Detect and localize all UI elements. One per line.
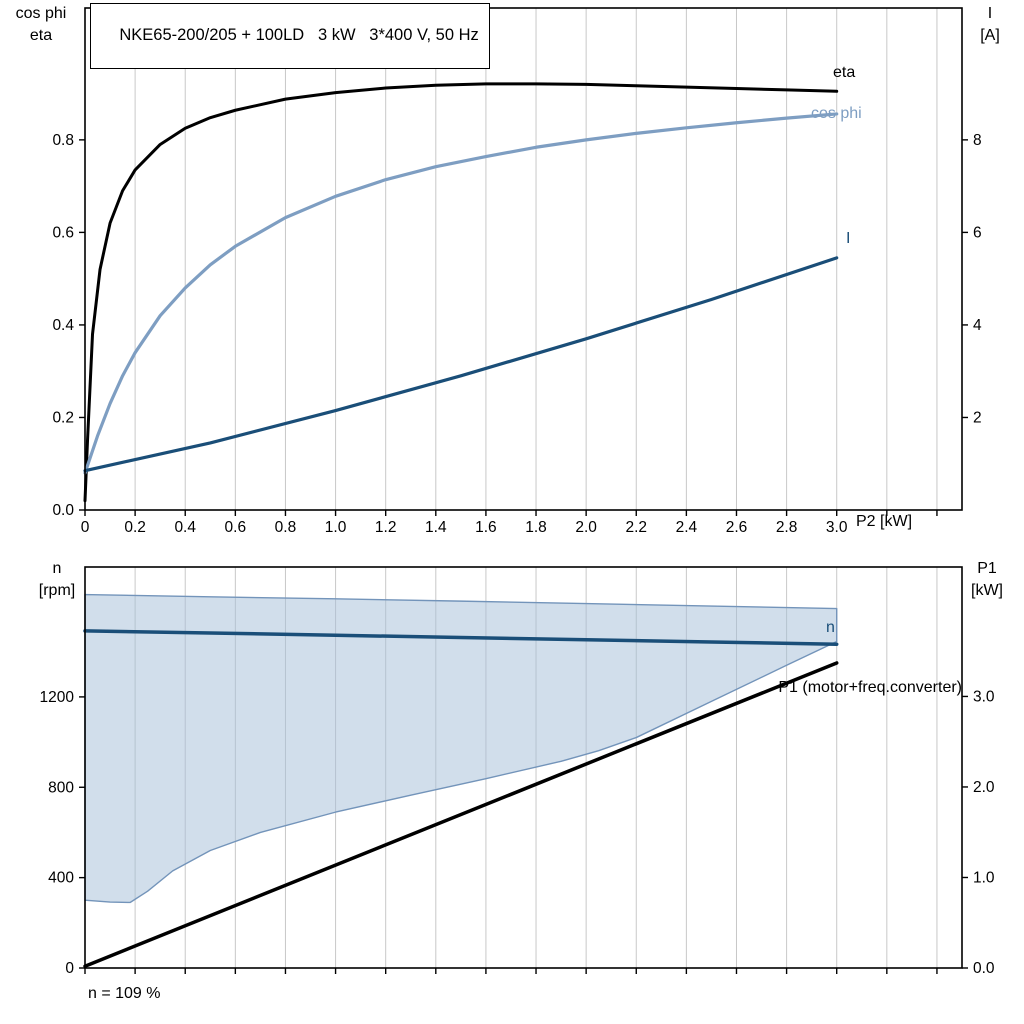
x-tick-label: 1.0 — [325, 519, 347, 536]
x-tick-label: 2.4 — [676, 519, 698, 536]
axis-title-line: P1 — [977, 560, 997, 577]
axis-title-line: n — [52, 560, 62, 577]
speed-power-chart: 0 400 800 1200 0.0 1.0 2.0 3.0 — [40, 566, 995, 977]
bottom-chart-left-axis-title: n [rpm] — [26, 558, 88, 602]
top-chart-right-axis-title: I [A] — [962, 3, 1018, 47]
x-tick-label: 0.2 — [124, 519, 146, 536]
right-tick-label: 4 — [973, 317, 982, 334]
eta-curve-label: eta — [833, 64, 856, 81]
axis-title-line: cos phi — [15, 5, 67, 22]
series-p1-motor-freq-converter- — [83, 661, 839, 968]
motor-efficiency-chart: 0 0.2 0.4 0.6 0.8 1.0 1.2 1.4 1.6 1.8 2.0 2.2 2.4 2.6… — [52, 7, 982, 536]
left-tick-label: 800 — [48, 779, 74, 796]
plot-frame — [84, 7, 963, 511]
x-tick-label: 2.2 — [625, 519, 647, 536]
series-cos-phi — [83, 112, 839, 475]
series-n — [83, 629, 839, 647]
right-tick-label: 0.0 — [973, 960, 995, 977]
series-eta — [83, 82, 839, 503]
left-tick-label: 0 — [65, 960, 74, 977]
x-tick-label: 0 — [81, 519, 90, 536]
axis-title-line: I — [987, 5, 993, 22]
current-curve-label: I — [846, 230, 851, 247]
x-tick-label: 2.8 — [776, 519, 798, 536]
x-tick-label: 3.0 — [826, 519, 848, 536]
right-tick-label: 1.0 — [973, 869, 995, 886]
left-tick-label: 0.8 — [52, 132, 74, 149]
left-tick-label: 0.2 — [52, 409, 74, 426]
chart-title-box: NKE65-200/205 + 100LD 3 kW 3*400 V, 50 H… — [90, 3, 490, 69]
top-chart-left-axis-title: cos phi eta — [4, 3, 78, 47]
right-tick-label: 8 — [973, 132, 982, 149]
x-axis-title: P2 [kW] — [856, 513, 913, 530]
x-tick-label: 0.4 — [174, 519, 196, 536]
axis-title-line: [A] — [980, 27, 1000, 44]
x-tick-label: 0.6 — [225, 519, 247, 536]
x-tick-label: 2.0 — [575, 519, 597, 536]
x-tick-label: 1.8 — [525, 519, 547, 536]
axis-title-line: [rpm] — [38, 582, 76, 599]
right-tick-label: 6 — [973, 224, 982, 241]
x-tick-label: 1.2 — [375, 519, 397, 536]
x-tick-label: 0.8 — [275, 519, 297, 536]
left-tick-label: 1200 — [40, 689, 75, 706]
left-tick-label: 0.0 — [52, 502, 74, 519]
right-tick-label: 3.0 — [973, 688, 995, 705]
x-tick-label: 1.6 — [475, 519, 497, 536]
axis-title-line: [kW] — [971, 582, 1003, 599]
x-tick-label: 1.4 — [425, 519, 447, 536]
left-tick-label: 0.4 — [52, 317, 74, 334]
cos-phi-curve-label: cos phi — [811, 105, 862, 122]
speed-control-range — [84, 593, 838, 904]
x-tick-label: 2.6 — [726, 519, 748, 536]
left-tick-label: 400 — [48, 870, 74, 887]
left-tick-label: 0.6 — [52, 224, 74, 241]
speed-percent-footnote: n = 109 % — [88, 985, 161, 1002]
bottom-chart-right-axis-title: P1 [kW] — [956, 558, 1018, 602]
series-i — [83, 256, 839, 473]
speed-curve-label: n — [826, 619, 835, 636]
plot-frame — [84, 566, 963, 969]
p1-curve-label: P1 (motor+freq.converter) — [778, 679, 962, 696]
right-tick-label: 2.0 — [973, 779, 995, 796]
right-tick-label: 2 — [973, 409, 982, 426]
axis-title-line: eta — [29, 27, 53, 44]
chart-title: NKE65-200/205 + 100LD 3 kW 3*400 V, 50 H… — [119, 26, 479, 44]
